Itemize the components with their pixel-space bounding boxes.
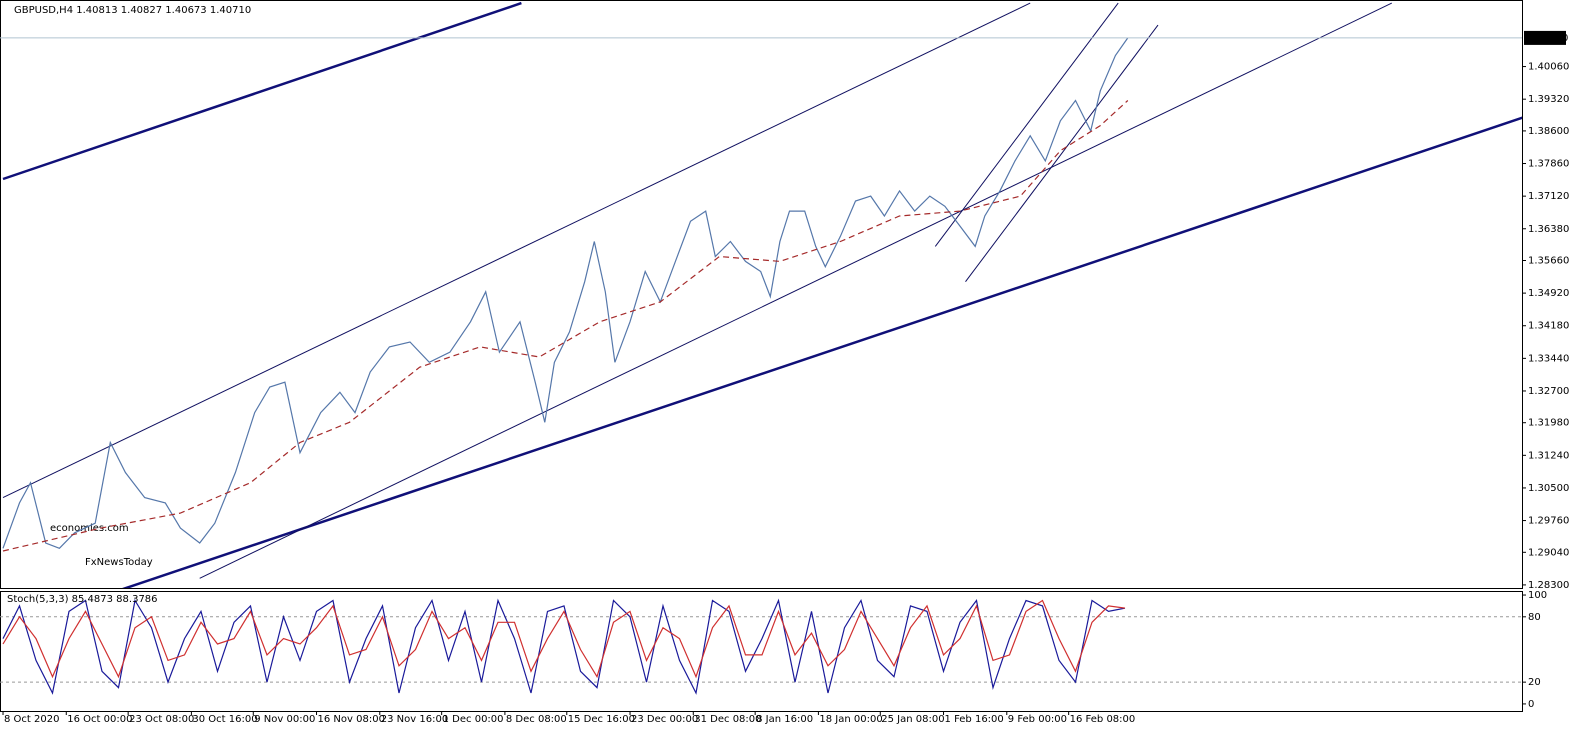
- series-line: [2, 599, 1126, 679]
- x-tick-label: 30 Oct 16:00: [192, 714, 257, 725]
- y-tick-label: 1.35660: [1528, 256, 1569, 267]
- panel-title: Stoch(5,3,3) 85.4873 88.3786: [7, 594, 158, 605]
- y-tick-label: 1.30500: [1528, 483, 1569, 494]
- trend-line: [199, 2, 1393, 579]
- y-tick-label: 1.34180: [1528, 321, 1569, 332]
- y-tick-label: 1.28300: [1528, 580, 1569, 591]
- x-tick-label: 23 Oct 08:00: [129, 714, 194, 725]
- x-tick-label: 8 Jan 16:00: [756, 714, 813, 725]
- x-tick-label: 23 Dec 00:00: [631, 714, 698, 725]
- y-tick-label: 1.38600: [1528, 126, 1569, 137]
- y-tick-label: 1.29040: [1528, 547, 1569, 558]
- y-tick-label: 80: [1528, 612, 1541, 623]
- panel-title: GBPUSD,H4 1.40813 1.40827 1.40673 1.4071…: [14, 5, 251, 16]
- x-tick-label: 9 Feb 00:00: [1008, 714, 1067, 725]
- panel-frame: [0, 591, 1523, 712]
- x-tick-label: 25 Jan 08:00: [881, 714, 944, 725]
- x-tick-label: 23 Nov 16:00: [381, 714, 448, 725]
- x-tick-label: 1 Dec 00:00: [443, 714, 504, 725]
- last-price-box: [1524, 30, 1566, 45]
- x-tick-label: 8 Oct 2020: [4, 714, 59, 725]
- y-tick-label: 1.34920: [1528, 288, 1569, 299]
- x-tick-label: 16 Feb 08:00: [1070, 714, 1136, 725]
- x-tick-label: 31 Dec 08:00: [694, 714, 761, 725]
- trend-line: [2, 2, 1031, 499]
- x-tick-label: 9 Nov 00:00: [254, 714, 315, 725]
- last-price-label: 1.40710: [1527, 33, 1568, 44]
- watermark: economies.com: [50, 523, 129, 534]
- y-tick-label: 1.31980: [1528, 418, 1569, 429]
- y-tick-label: 1.31240: [1528, 450, 1569, 461]
- x-tick-label: 15 Dec 16:00: [568, 714, 635, 725]
- y-tick-label: 1.33440: [1528, 353, 1569, 364]
- x-tick-label: 8 Dec 08:00: [506, 714, 567, 725]
- y-tick-label: 1.36380: [1528, 224, 1569, 235]
- plot-area: economies.com FxNewsToday: [0, 1, 1522, 588]
- y-tick-label: 1.29760: [1528, 516, 1569, 527]
- trend-line: [965, 24, 1159, 283]
- series-line: [2, 598, 1126, 695]
- plot-area: [0, 598, 1522, 695]
- y-tick-label: 1.40060: [1528, 62, 1569, 73]
- y-tick-label: 1.32700: [1528, 386, 1569, 397]
- trend-line: [122, 116, 1522, 588]
- y-tick-label: 1.39320: [1528, 94, 1569, 105]
- trend-line: [2, 1, 522, 181]
- y-tick-label: 1.37120: [1528, 191, 1569, 202]
- x-tick-label: 16 Oct 00:00: [67, 714, 132, 725]
- watermark: FxNewsToday: [85, 557, 153, 568]
- x-tick-label: 18 Jan 00:00: [819, 714, 882, 725]
- y-tick-label: 1.37860: [1528, 159, 1569, 170]
- y-tick-label: 0: [1528, 699, 1534, 710]
- panel-frame: [0, 0, 1523, 589]
- x-tick-label: 16 Nov 08:00: [318, 714, 385, 725]
- y-tick-label: 100: [1528, 590, 1547, 601]
- series-line: [2, 37, 1129, 550]
- trend-line: [934, 2, 1119, 247]
- x-tick-label: 1 Feb 16:00: [945, 714, 1004, 725]
- y-tick-label: 20: [1528, 677, 1541, 688]
